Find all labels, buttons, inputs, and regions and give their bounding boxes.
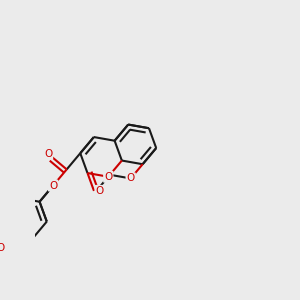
Text: O: O [0, 243, 4, 253]
Text: O: O [127, 173, 135, 183]
Text: O: O [49, 181, 57, 190]
Text: O: O [44, 149, 52, 159]
Text: O: O [104, 172, 112, 182]
Text: O: O [96, 186, 104, 196]
